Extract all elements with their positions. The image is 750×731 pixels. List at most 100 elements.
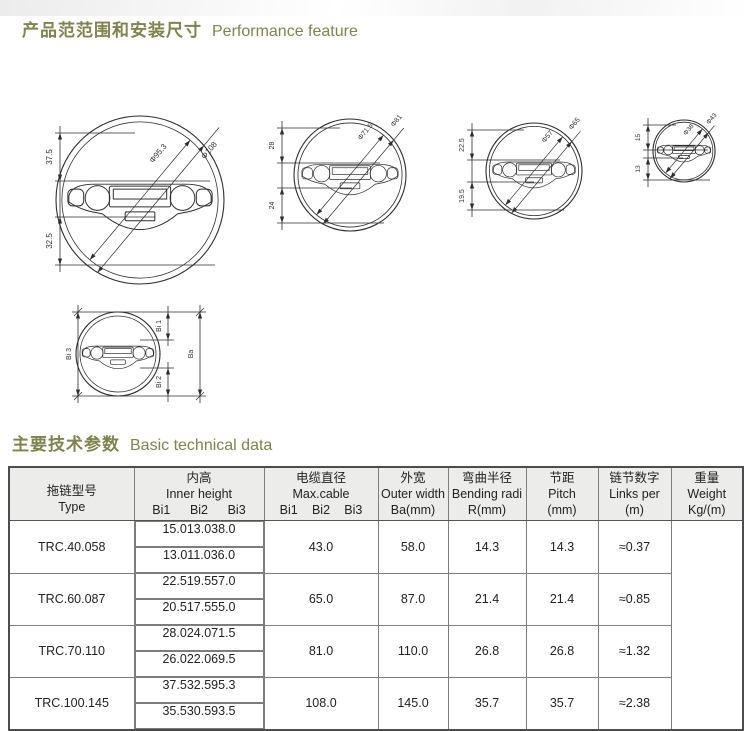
dimension-label: 15	[635, 134, 642, 142]
dimension-arrow	[645, 143, 651, 150]
drawing-shape	[124, 211, 156, 222]
dimension-arrow	[279, 156, 285, 163]
dimension-arrow	[665, 166, 672, 174]
table-cell: 13.0 11.0 36.0	[134, 547, 264, 573]
table-row: TRC.100.145 37.5 32.5 95.3 35.5 30.5 93.5 108.0…	[8, 676, 743, 731]
dimension-label: 19.5	[459, 189, 466, 203]
dimension-arrow	[165, 368, 171, 375]
dimension-arrow	[75, 312, 81, 319]
table-cell: 145.0	[377, 676, 449, 731]
table-cell: 14.3	[447, 520, 527, 574]
table-cell: ≈0.37	[597, 520, 672, 574]
dimension-arrow	[323, 217, 329, 225]
drawing-shape	[89, 139, 191, 261]
table-cell: 58.0	[377, 520, 449, 574]
side-ear	[67, 188, 85, 207]
drawing-shape	[339, 182, 361, 190]
legend-label: Bi 2	[156, 376, 163, 388]
dimension-arrow	[57, 133, 63, 140]
column-header: 内高 Inner height Bi1 Bi2 Bi3	[133, 466, 265, 521]
table-row: TRC.70.110 28.0 24.0 71.5 26.0 22.0 69.5 81.0 11…	[8, 624, 743, 678]
side-ear	[145, 348, 155, 358]
dimension-arrow	[469, 182, 475, 189]
dimension-arrow	[469, 153, 475, 160]
side-ear	[565, 164, 576, 175]
dimension-arrow	[469, 203, 475, 210]
table-cell: 21.4	[525, 572, 599, 626]
drawing-shape	[110, 359, 126, 365]
dimension-label: 28	[269, 142, 276, 150]
carrier-outer-circle	[55, 115, 225, 285]
roller	[369, 165, 387, 183]
table-cell: 20.5 17.5 55.0	[134, 599, 264, 625]
carrier-outer-circle	[293, 118, 407, 232]
table-cell: ≈0.85	[597, 572, 672, 626]
dimension-arrow	[556, 136, 563, 144]
chain-link-band	[492, 161, 576, 189]
table-cell: 28.0 24.0 71.5	[134, 625, 264, 651]
column-header: 节距 Pitch (mm)	[525, 466, 599, 521]
carrier-outer-circle	[75, 311, 161, 397]
table-cell: 35.7	[447, 676, 527, 731]
diameter-label: Φ43	[705, 112, 719, 126]
table-cell: 108.0	[263, 676, 379, 731]
drawing-shape	[518, 164, 550, 171]
dimension-arrow	[75, 389, 81, 396]
table-body: TRC.40.058 15.0 13.0 38.0 13.0 11.0 36.0 43.0 58…	[8, 520, 743, 731]
column-header: 拖链型号 Type	[8, 466, 135, 521]
side-ear	[195, 188, 213, 207]
table-row: TRC.60.087 22.5 19.5 57.0 20.5 17.5 55.0 65.0 87…	[8, 572, 743, 626]
carrier-inner-circle	[61, 121, 219, 279]
table-cell: ≈2.38	[597, 676, 672, 731]
drawing-shape	[73, 391, 83, 401]
drawing-shape	[505, 136, 563, 206]
roller	[84, 185, 111, 211]
dimension-label: 37.5	[45, 149, 54, 165]
chain-link-band	[657, 144, 711, 163]
side-ear	[301, 167, 313, 180]
table-cell: 14.3	[525, 520, 599, 574]
dimension-arrow	[279, 128, 285, 135]
table-header-row: 拖链型号 Type 内高 Inner height Bi1 Bi2 Bi3 电缆直径 Max.c…	[8, 466, 744, 521]
page-top-shading	[0, 0, 750, 16]
section-title-technical-data: 主要技术参数 Basic technical data	[12, 430, 272, 455]
chain-link-band	[68, 183, 212, 231]
dimension-arrow	[165, 333, 171, 340]
roller	[169, 185, 196, 211]
table-cell: 22.5 19.5 57.0	[134, 573, 264, 599]
drawing-shape	[97, 127, 220, 273]
dimension-arrow	[696, 128, 703, 136]
dimension-arrow	[89, 253, 96, 260]
technical-drawings-canvas: 37.5 32.5 Φ95.3 Φ108 28 24 Φ71.5 Φ81 22.5 19.5 Φ57…	[45, 112, 719, 403]
section-title-zh: 产品范范围和安装尺寸	[22, 21, 202, 40]
carrier-outer-circle	[652, 119, 716, 183]
dimension-arrow	[469, 130, 475, 137]
section-title-performance: 产品范范围和安装尺寸 Performance feature	[22, 16, 358, 41]
table-cell: TRC.60.087	[8, 572, 135, 626]
table-cell: ≈1.32	[597, 624, 672, 678]
carrier-inner-circle	[297, 122, 403, 228]
roller	[90, 346, 104, 360]
table-row: TRC.40.058 15.0 13.0 38.0 13.0 11.0 36.0 43.0 58…	[8, 520, 743, 574]
roller	[502, 162, 518, 178]
section-title-en: Basic technical data	[130, 437, 273, 454]
dimension-arrow	[645, 158, 651, 165]
roller	[313, 165, 331, 183]
legend-label: Ba	[188, 350, 195, 359]
drawing-shape	[331, 167, 369, 175]
dimension-arrow	[165, 389, 171, 396]
column-header: 外宽 Outer width Ba(mm)	[377, 466, 449, 521]
diameter-label: Φ65	[568, 117, 582, 132]
column-header: 弯曲半径 Bending radi R(mm)	[447, 466, 527, 521]
legend-label: Bi 1	[156, 320, 163, 332]
basic-technical-data-table: 拖链型号 Type 内高 Inner height Bi1 Bi2 Bi3 电缆直径 Max.c…	[8, 466, 744, 731]
column-header: 链节数字 Links per (m)	[597, 466, 672, 521]
table-cell: TRC.40.058	[8, 520, 135, 574]
drawing-shape	[73, 307, 83, 317]
section-title-zh: 主要技术参数	[12, 435, 120, 454]
dimension-label: 22.5	[459, 138, 466, 152]
drawing-shape	[525, 177, 543, 184]
dimension-arrow	[505, 198, 512, 206]
drawing-shape	[665, 128, 703, 174]
dimension-arrow	[279, 188, 285, 195]
